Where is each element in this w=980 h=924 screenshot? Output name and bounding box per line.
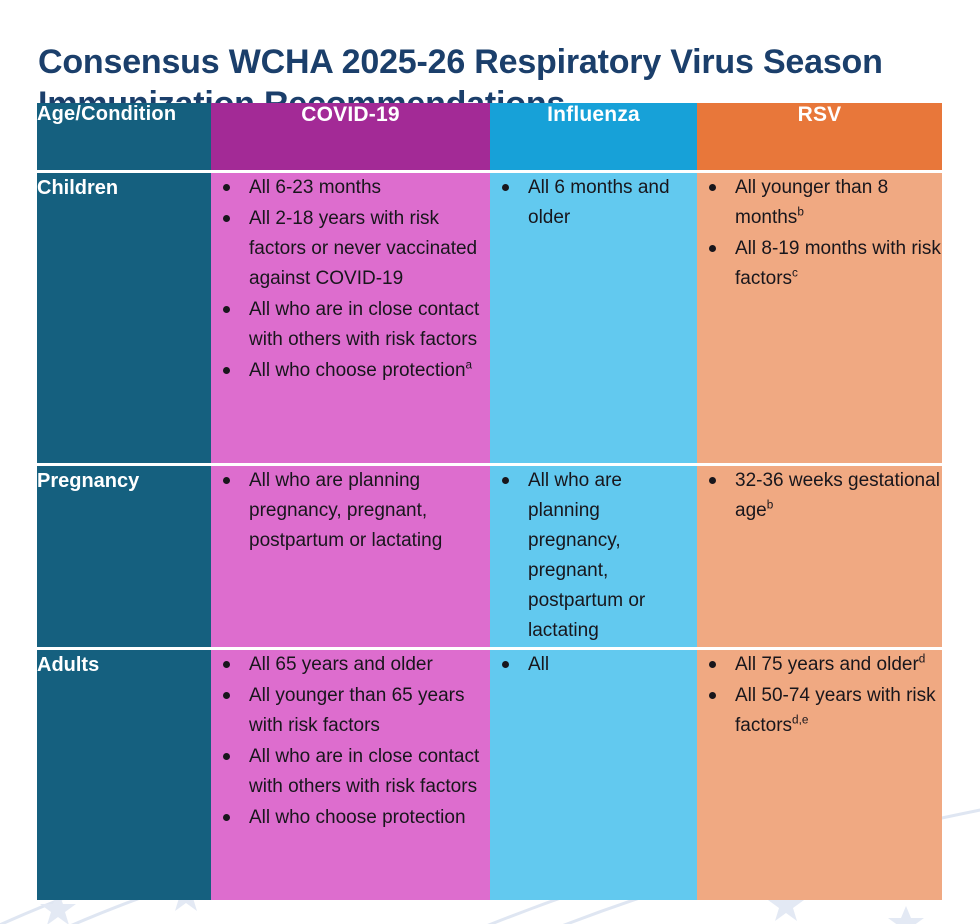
table-header-row: Age/Condition COVID-19 Influenza RSV [37,103,942,170]
list-item-text: All 6 months and older [528,177,670,229]
row-separator [37,647,942,651]
list-item-text: All 8-19 months with risk factors [735,238,941,290]
list-item: All younger than 8 monthsb [697,173,942,233]
list-item-text: All younger than 8 months [735,177,889,229]
list-item-text: All younger than 65 years with risk fact… [249,685,465,737]
bullet-list: All [490,650,697,680]
cell-pregnancy-covid: All who are planning pregnancy, pregnant… [211,466,490,648]
list-item: All who are planning pregnancy, pregnant… [490,466,697,646]
bullet-list: All younger than 8 monthsb All 8-19 mont… [697,173,942,294]
list-item-text: All who are in close contact with others… [249,746,480,798]
list-item-text: All 6-23 months [249,177,382,198]
bullet-list: 32-36 weeks gestational ageb [697,466,942,526]
bullet-list: All 75 years and olderd All 50-74 years … [697,650,942,741]
list-item-text: 32-36 weeks gestational age [735,470,940,522]
row-label-children: Children [37,173,211,463]
cell-adults-covid: All 65 years and older All younger than … [211,650,490,901]
list-item: All who are in close contact with others… [211,742,490,802]
list-item: All [490,650,697,680]
list-item: 32-36 weeks gestational ageb [697,466,942,526]
column-header-covid: COVID-19 [211,103,490,170]
table-row: Adults All 65 years and older All younge… [37,650,942,901]
list-item: All younger than 65 years with risk fact… [211,681,490,741]
footnote-marker: d,e [792,713,809,727]
list-item: All who are in close contact with others… [211,295,490,355]
column-header-age-condition: Age/Condition [37,103,211,170]
cell-pregnancy-rsv: 32-36 weeks gestational ageb [697,466,942,648]
table-row: Pregnancy All who are planning pregnancy… [37,466,942,648]
list-item-text: All 50-74 years with risk factors [735,685,936,737]
cell-adults-influenza: All [490,650,697,901]
list-item: All 6-23 months [211,173,490,203]
list-item: All 65 years and older [211,650,490,680]
cell-children-covid: All 6-23 months All 2-18 years with risk… [211,173,490,463]
list-item: All 6 months and older [490,173,697,233]
list-item-text: All 65 years and older [249,654,433,676]
bullet-list: All who are planning pregnancy, pregnant… [490,466,697,646]
column-header-influenza: Influenza [490,103,697,170]
row-label-adults: Adults [37,650,211,901]
immunization-recommendations-table: Age/Condition COVID-19 Influenza RSV Chi… [37,103,942,901]
row-label-pregnancy: Pregnancy [37,466,211,648]
cell-children-influenza: All 6 months and older [490,173,697,463]
footnote-marker: b [797,205,804,219]
list-item-text: All who choose protection [249,807,466,829]
list-item: All who choose protection [211,803,490,833]
list-item-text: All who are planning pregnancy, pregnant… [528,470,646,642]
list-item-text: All 2-18 years with risk factors or neve… [249,208,478,290]
list-item: All 50-74 years with risk factorsd,e [697,681,942,741]
list-item-text: All 75 years and older [735,654,919,676]
footnote-marker: c [792,266,798,280]
list-item: All who are planning pregnancy, pregnant… [211,466,490,556]
bullet-list: All 65 years and older All younger than … [211,650,490,833]
list-item-text: All who are in close contact with others… [249,299,480,351]
footnote-marker: b [766,498,774,512]
row-separator [37,463,942,466]
footnote-marker: a [465,358,473,372]
header-body-gap [37,170,942,173]
bullet-list: All 6 months and older [490,173,697,233]
bullet-list: All who are planning pregnancy, pregnant… [211,466,490,556]
bullet-list: All 6-23 months All 2-18 years with risk… [211,173,490,386]
list-item-text: All who choose protection [249,360,466,382]
list-item-text: All [528,654,550,676]
cell-children-rsv: All younger than 8 monthsb All 8-19 mont… [697,173,942,463]
cell-adults-rsv: All 75 years and olderd All 50-74 years … [697,650,942,901]
list-item: All who choose protectiona [211,356,490,386]
list-item: All 75 years and olderd [697,650,942,680]
list-item: All 2-18 years with risk factors or neve… [211,204,490,294]
cell-pregnancy-influenza: All who are planning pregnancy, pregnant… [490,466,697,648]
footnote-marker: d [918,652,926,666]
table-row: Children All 6-23 months All 2-18 years … [37,173,942,463]
column-header-rsv: RSV [697,103,942,170]
list-item-text: All who are planning pregnancy, pregnant… [249,470,443,552]
list-item: All 8-19 months with risk factorsc [697,234,942,294]
